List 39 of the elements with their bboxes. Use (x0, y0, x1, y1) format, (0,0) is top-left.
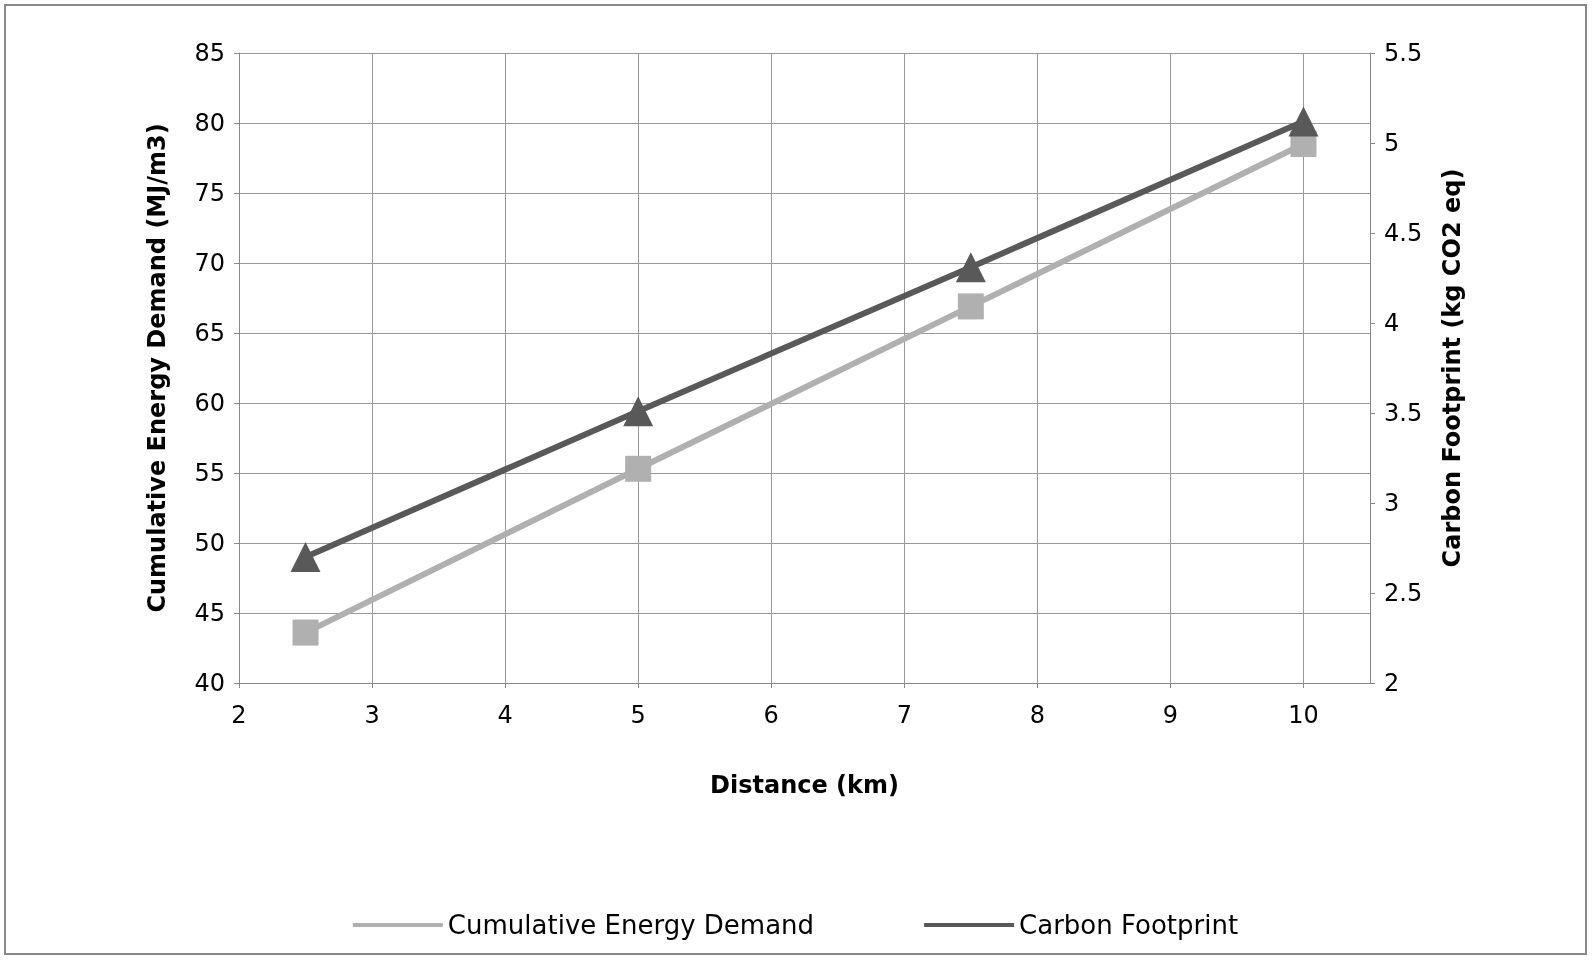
x-tick-label: 8 (1029, 701, 1045, 729)
y-tick-label: 50 (194, 529, 225, 557)
y2-tick-label: 4.5 (1384, 219, 1423, 247)
point (292, 619, 319, 646)
y-tick-label: 60 (194, 389, 225, 417)
point (1288, 106, 1319, 137)
y2-tick-label: 5 (1384, 129, 1400, 157)
point (955, 252, 986, 283)
y2-tick-label: 5.5 (1384, 39, 1423, 67)
x-tick-label: 5 (630, 701, 646, 729)
legend-label: Carbon Footprint (1019, 910, 1239, 940)
y-tick-label: 45 (194, 599, 225, 627)
y-axis-title: Cumulative Energy Demand (MJ/m3) (143, 123, 171, 613)
y2-tick-label: 2.5 (1384, 579, 1423, 607)
y-tick-label: 80 (194, 109, 225, 137)
y2-tick-label: 3.5 (1384, 399, 1423, 427)
x-tick-label: 7 (896, 701, 912, 729)
x-tick-label: 2 (231, 701, 247, 729)
x-tick-label: 4 (497, 701, 513, 729)
legend-label: Cumulative Energy Demand (447, 910, 815, 940)
x-axis-title: Distance (km) (710, 771, 899, 799)
y-tick-label: 65 (194, 319, 225, 347)
x-tick-label: 9 (1162, 701, 1179, 729)
y2-tick-label: 3 (1384, 489, 1400, 517)
y-tick-label: 40 (194, 669, 225, 697)
y-tick-label: 55 (194, 459, 225, 487)
point (625, 455, 652, 482)
point (957, 293, 984, 320)
y-tick-label: 75 (194, 179, 225, 207)
x-tick-label: 6 (763, 701, 779, 729)
x-tick-label: 10 (1288, 701, 1319, 729)
point (290, 542, 321, 572)
y2-axis-title: Carbon Footprint (kg CO2 eq) (1438, 168, 1466, 568)
y-tick-label: 85 (194, 39, 225, 67)
point (623, 396, 654, 427)
x-tick-label: 3 (364, 701, 380, 729)
y-tick-label: 70 (194, 249, 225, 277)
y2-tick-label: 4 (1384, 309, 1400, 337)
y2-tick-label: 2 (1384, 669, 1400, 697)
